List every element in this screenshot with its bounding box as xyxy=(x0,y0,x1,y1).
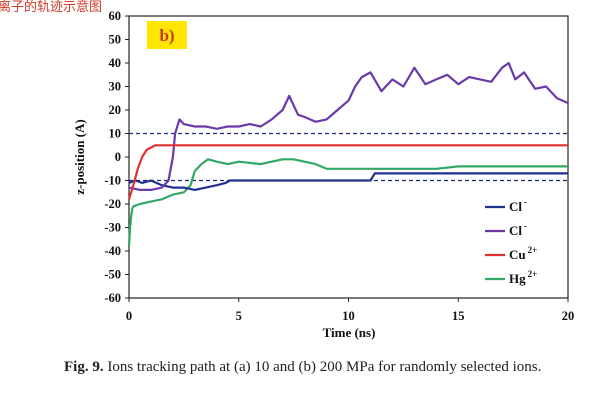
legend-label: Hg 2+ xyxy=(509,269,537,286)
y-tick-label: 50 xyxy=(109,33,122,47)
series-layer xyxy=(127,61,569,247)
y-tick-label: -30 xyxy=(104,221,121,235)
y-tick-label: 40 xyxy=(109,56,122,70)
y-tick-label: -40 xyxy=(104,244,121,258)
figure-caption: Fig. 9. Ions tracking path at (a) 10 and… xyxy=(64,359,598,376)
y-tick-label: -50 xyxy=(104,268,121,282)
x-tick-label: 0 xyxy=(126,309,132,323)
panel-label-text: b) xyxy=(159,26,174,45)
panel-label-box xyxy=(147,21,187,49)
caption-figure-number: Fig. 9. xyxy=(64,359,104,375)
y-axis: -60 -50 -40 -30 -20 -10 0 10 20 30 40 50 60 xyxy=(104,9,129,305)
legend-label: Cl - xyxy=(509,197,527,214)
y-tick-label: 60 xyxy=(109,9,122,23)
cropped-title-fragment: 离子的轨迹示意图 xyxy=(0,0,102,15)
y-axis-title: z-position (A) xyxy=(72,119,87,194)
x-tick-label: 5 xyxy=(236,309,242,323)
y-tick-label: 10 xyxy=(109,127,122,141)
x-axis-title: Time (ns) xyxy=(323,325,376,340)
legend-label-superscript: - xyxy=(524,197,527,207)
series-line-cu2-2 xyxy=(127,144,568,200)
legend: Cl - Cl - Cu 2+ Hg 2+ xyxy=(485,197,537,286)
y-tick-label: -10 xyxy=(104,174,121,188)
legend-label-superscript: - xyxy=(524,221,527,231)
panel-label: b) xyxy=(147,21,187,49)
x-tick-label: 15 xyxy=(452,309,465,323)
series-line-hg2-3 xyxy=(127,158,568,247)
y-tick-label: -60 xyxy=(104,291,121,305)
y-tick-label: 20 xyxy=(109,103,122,117)
x-tick-label: 20 xyxy=(562,309,575,323)
caption-text: Ions tracking path at (a) 10 and (b) 200… xyxy=(103,359,542,375)
series-line-cl-1 xyxy=(128,61,569,191)
series-line-cl-0 xyxy=(128,172,568,191)
legend-label-superscript: 2+ xyxy=(528,245,538,255)
y-tick-label: 30 xyxy=(109,80,122,94)
y-tick-label: 0 xyxy=(115,150,121,164)
x-axis: 0 5 10 15 20 xyxy=(126,298,574,323)
x-tick-label: 10 xyxy=(342,309,355,323)
y-tick-label: -20 xyxy=(104,197,121,211)
legend-label: Cu 2+ xyxy=(509,245,537,262)
legend-label: Cl - xyxy=(509,221,527,238)
legend-label-superscript: 2+ xyxy=(528,269,538,279)
